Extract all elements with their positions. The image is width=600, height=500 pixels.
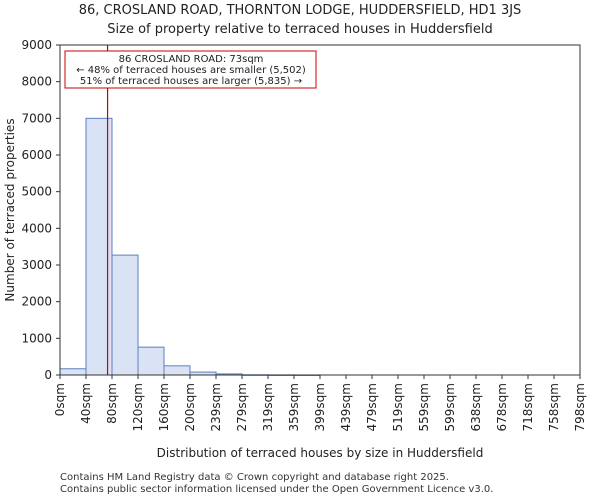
annotation-frame — [64, 50, 317, 89]
x-axis-ticks: 0sqm 40sqm 80sqm 120sqm 160sqm 200sqm 239sqm 27… — [53, 375, 587, 431]
y-tick-label: 9000 — [21, 38, 52, 52]
x-tick-label: 359sqm — [287, 383, 301, 431]
x-tick-label: 279sqm — [235, 383, 249, 431]
y-tick-label: 7000 — [21, 111, 52, 125]
x-tick-label: 80sqm — [105, 383, 119, 424]
bar-120sqm — [137, 346, 165, 376]
bar-160sqm — [163, 365, 191, 376]
chart-subtitle: Size of property relative to terraced ho… — [107, 22, 492, 37]
x-tick-label: 798sqm — [573, 383, 587, 431]
y-tick-label: 5000 — [21, 185, 52, 199]
y-axis-ticks: 0 1000 2000 3000 4000 5000 6000 7000 8000 9000 — [21, 38, 60, 382]
bar-0sqm — [59, 368, 87, 376]
footer-line-2: Contains public sector information licen… — [60, 484, 493, 495]
x-tick-label: 758sqm — [547, 383, 561, 431]
x-tick-label: 638sqm — [469, 383, 483, 431]
x-tick-label: 40sqm — [79, 383, 93, 424]
annotation-line-1: 86 CROSLAND ROAD: 73sqm — [119, 54, 264, 65]
x-tick-label: 319sqm — [261, 383, 275, 431]
chart-title: 86, CROSLAND ROAD, THORNTON LODGE, HUDDE… — [79, 3, 522, 18]
x-axis-label: Distribution of terraced houses by size … — [157, 446, 484, 460]
x-tick-label: 120sqm — [131, 383, 145, 431]
y-tick-label: 2000 — [21, 295, 52, 309]
x-tick-label: 0sqm — [53, 383, 67, 416]
plot-frame — [59, 44, 581, 376]
x-tick-label: 479sqm — [365, 383, 379, 431]
y-axis-label: Number of terraced properties — [3, 118, 17, 301]
x-tick-label: 439sqm — [339, 383, 353, 431]
y-tick-label: 1000 — [21, 331, 52, 345]
x-tick-label: 399sqm — [313, 383, 327, 431]
y-tick-label: 6000 — [21, 148, 52, 162]
bars — [59, 117, 321, 376]
y-tick-label: 0 — [44, 368, 52, 382]
bar-80sqm — [111, 254, 139, 376]
x-tick-label: 239sqm — [209, 383, 223, 431]
annotation-line-3: 51% of terraced houses are larger (5,835… — [80, 76, 302, 87]
x-tick-label: 200sqm — [183, 383, 197, 431]
x-tick-label: 519sqm — [391, 383, 405, 431]
annotation-line-2: ← 48% of terraced houses are smaller (5,… — [76, 65, 306, 76]
footer-line-1: Contains HM Land Registry data © Crown c… — [60, 472, 449, 483]
y-tick-label: 4000 — [21, 221, 52, 235]
y-tick-label: 8000 — [21, 75, 52, 89]
x-tick-label: 678sqm — [495, 383, 509, 431]
x-tick-label: 718sqm — [521, 383, 535, 431]
y-tick-label: 3000 — [21, 258, 52, 272]
x-tick-label: 559sqm — [417, 383, 431, 431]
annotation-box: 86 CROSLAND ROAD: 73sqm ← 48% of terrace… — [64, 50, 317, 89]
x-tick-label: 599sqm — [443, 383, 457, 431]
x-tick-label: 160sqm — [157, 383, 171, 431]
